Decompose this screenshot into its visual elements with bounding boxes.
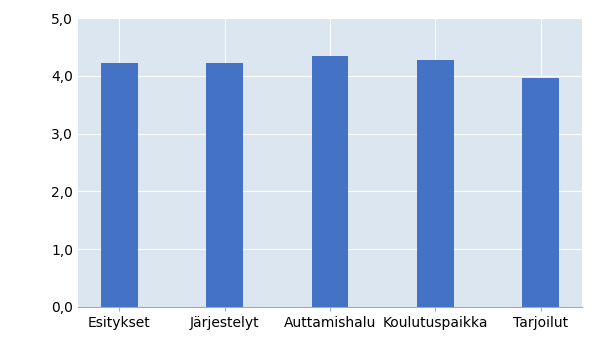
Bar (417, 60, 454, 307)
Bar (101, 62, 138, 307)
Bar (522, 78, 559, 307)
Bar (311, 56, 349, 307)
Bar (206, 62, 243, 307)
